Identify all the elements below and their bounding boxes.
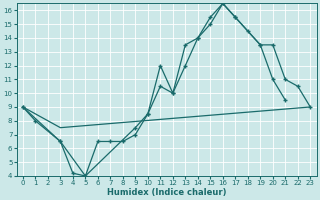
- X-axis label: Humidex (Indice chaleur): Humidex (Indice chaleur): [107, 188, 226, 197]
